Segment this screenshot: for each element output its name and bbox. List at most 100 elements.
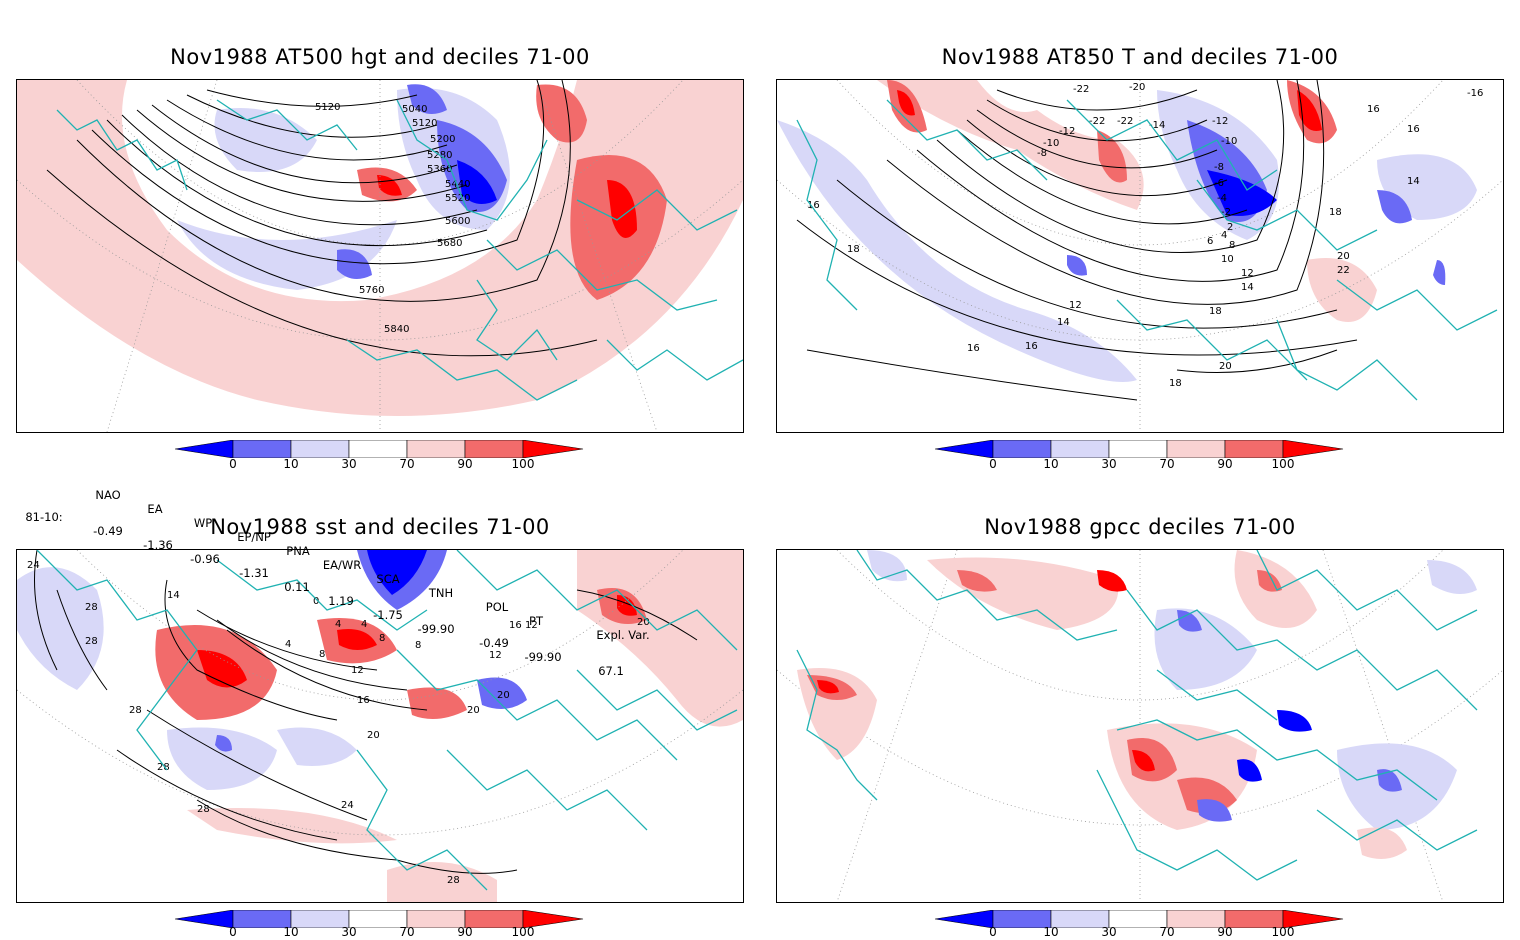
index-header: PNA — [286, 544, 310, 558]
contour-line — [986, 99, 1208, 142]
contour-label: 5440 — [445, 179, 470, 190]
contour-line — [56, 589, 108, 691]
contour-label: 5840 — [384, 324, 409, 335]
coastline — [456, 550, 738, 651]
panel4-map — [776, 549, 1504, 903]
contour-label: 12 — [525, 620, 538, 631]
shaded-region — [17, 80, 743, 416]
shaded-region — [1177, 610, 1202, 632]
contour-line — [956, 129, 1248, 225]
colorbar-label: 10 — [1043, 925, 1059, 939]
colorbar-top-left: 0 10 30 70 90 100 — [175, 440, 587, 480]
shaded-region — [167, 727, 277, 790]
index-header: EA — [147, 502, 163, 516]
contour-line — [836, 179, 1338, 329]
panel3-title: Nov1988 sst and deciles 71-00 — [210, 515, 550, 539]
contour-label: 5200 — [430, 134, 455, 145]
shaded-region — [957, 570, 997, 592]
shaded-region — [1132, 750, 1155, 772]
colorbar-label: 70 — [399, 457, 415, 471]
contour-line — [106, 119, 488, 247]
index-value: -1.36 — [143, 538, 173, 552]
shaded-region — [897, 90, 915, 116]
shaded-region — [1154, 608, 1257, 690]
colorbar-label: 10 — [1043, 457, 1059, 471]
colorbar-label: 90 — [457, 457, 473, 471]
contour-label: 28 — [447, 875, 460, 886]
colorbar-label: 30 — [1101, 925, 1117, 939]
contour-label: 8 — [1229, 240, 1235, 251]
shaded-region — [877, 80, 1144, 210]
contour-line — [46, 169, 598, 357]
contour-line — [806, 349, 1138, 401]
contour-label: -22 — [1089, 116, 1105, 127]
coastline — [1116, 719, 1438, 801]
shaded-region — [1097, 570, 1127, 592]
shaded-region — [337, 249, 372, 279]
meridian-line — [106, 80, 218, 432]
contour-label: -22 — [1073, 84, 1089, 95]
colorbar-label: 70 — [1159, 457, 1175, 471]
coastline — [446, 749, 648, 831]
colorbar-label: 30 — [341, 457, 357, 471]
contour-label: 16 — [1367, 104, 1380, 115]
coastline — [396, 99, 548, 221]
contour-label: 14 — [1241, 282, 1254, 293]
shaded-region — [1297, 90, 1322, 131]
contour-line — [196, 609, 378, 671]
index-value: 1.19 — [328, 594, 354, 608]
colorbar-bottom-left: 0 10 30 70 90 100 — [175, 910, 587, 940]
colorbar-label: 0 — [229, 925, 237, 939]
contour-label: 28 — [129, 705, 142, 716]
colorbar-top-right: 0 10 30 70 90 100 — [935, 440, 1347, 480]
contour-label: 14 — [1057, 317, 1070, 328]
contour-label: 28 — [85, 636, 98, 647]
shaded-region — [407, 687, 467, 719]
index-value: -1.75 — [373, 608, 403, 622]
index-value: -99.90 — [417, 622, 455, 636]
panel3-map: 24 28 28 28 14 0 4 4 4 8 8 12 16 20 20 2… — [16, 549, 744, 903]
contour-line — [186, 94, 438, 138]
index-table: NAO EA WP EP/NP PNA EA/WR SCA TNH POL PT… — [0, 474, 760, 678]
contour-label: 20 — [637, 617, 650, 628]
index-value: 67.1 — [598, 664, 624, 678]
contour-label: -22 — [1117, 116, 1133, 127]
contour-label: 28 — [197, 804, 210, 815]
coastline — [486, 239, 718, 311]
contour-label: 16 — [1025, 341, 1038, 352]
index-value: -0.49 — [479, 636, 509, 650]
colorbar-label: 30 — [341, 925, 357, 939]
index-value: 0.11 — [284, 580, 310, 594]
contour-line — [1176, 349, 1338, 373]
coastline — [396, 649, 678, 761]
shaded-region — [1127, 738, 1177, 782]
coastline — [1196, 179, 1378, 251]
contour-label: 4 — [335, 619, 341, 630]
shaded-region — [1433, 260, 1446, 285]
contour-label: -14 — [1149, 120, 1165, 131]
shaded-region — [457, 160, 497, 204]
contour-label: 5600 — [445, 216, 470, 227]
coastline — [796, 119, 858, 311]
contour-label: 4 — [361, 619, 367, 630]
shaded-region — [1207, 170, 1277, 216]
contour-label: 16 — [357, 695, 370, 706]
shaded-region — [1307, 258, 1377, 322]
shaded-region — [1197, 799, 1232, 822]
contour-label: 6 — [1207, 236, 1213, 247]
contour-label: 2 — [1227, 222, 1233, 233]
coastline — [216, 559, 428, 631]
shaded-region — [777, 120, 1137, 382]
contour-label: 10 — [1221, 254, 1234, 265]
contour-label: 14 — [1407, 176, 1420, 187]
shaded-region — [1377, 190, 1412, 224]
index-header-row: NAO EA WP EP/NP PNA EA/WR SCA TNH POL PT… — [0, 474, 760, 642]
contour-label: 16 — [1407, 124, 1420, 135]
contour-label: -6 — [1214, 178, 1224, 189]
colorbar-label: 100 — [511, 925, 535, 939]
colorbar-label: 90 — [1217, 457, 1233, 471]
contour-label: -12 — [1059, 126, 1075, 137]
contour-line — [206, 89, 418, 107]
index-header: POL — [485, 600, 509, 614]
contour-label: -2 — [1221, 207, 1231, 218]
